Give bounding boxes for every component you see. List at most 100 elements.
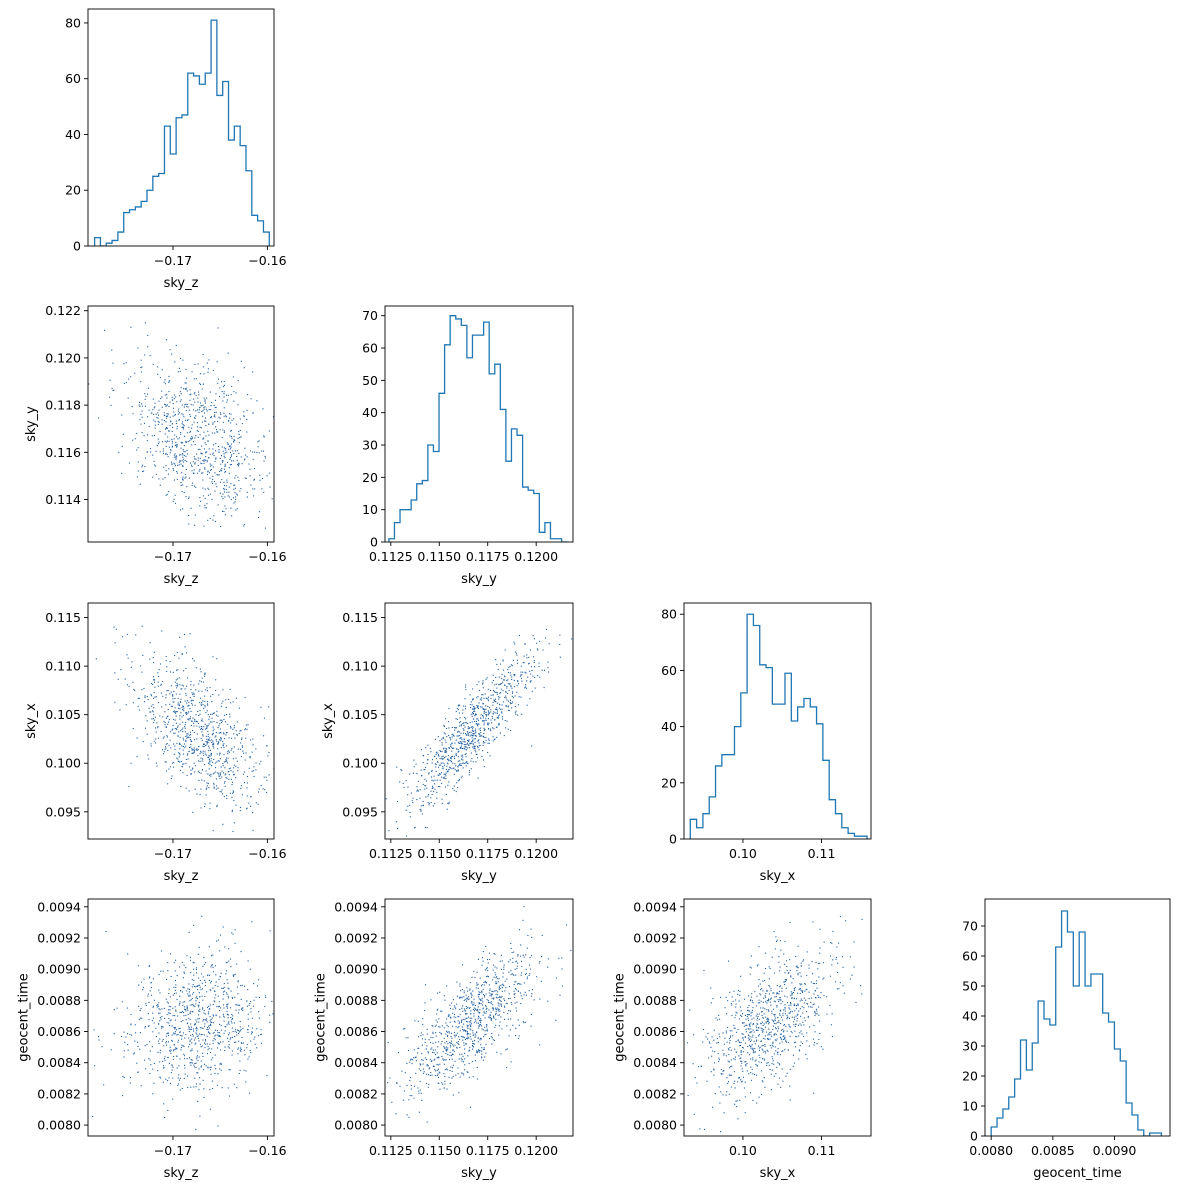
scatter-point xyxy=(480,699,482,701)
scatter-point xyxy=(488,722,490,724)
scatter-point xyxy=(435,770,437,772)
scatter-point xyxy=(215,767,217,769)
scatter-point xyxy=(448,747,450,749)
scatter-point xyxy=(437,785,440,788)
scatter-point xyxy=(152,978,154,980)
scatter-point xyxy=(482,744,484,746)
scatter-point xyxy=(217,939,219,941)
scatter-point xyxy=(417,1020,419,1022)
scatter-point xyxy=(161,406,163,408)
scatter-point xyxy=(242,1007,244,1009)
scatter-point xyxy=(193,485,196,487)
scatter-point xyxy=(475,735,477,737)
scatter-point xyxy=(238,1029,240,1032)
scatter-point xyxy=(510,685,512,687)
scatter-point xyxy=(451,1077,453,1079)
scatter-point xyxy=(144,405,146,407)
scatter-point xyxy=(112,362,114,364)
scatter-point xyxy=(263,435,265,437)
scatter-point xyxy=(181,423,183,425)
scatter-point xyxy=(199,1077,201,1079)
scatter-point xyxy=(468,771,471,773)
scatter-point xyxy=(464,1019,466,1021)
y-axis-label: sky_x xyxy=(321,703,336,739)
scatter-point xyxy=(174,502,177,504)
scatter-point xyxy=(472,712,475,714)
scatter-point xyxy=(152,454,154,456)
scatter-point xyxy=(501,1028,503,1030)
scatter-point xyxy=(194,718,196,720)
scatter-point xyxy=(515,1027,517,1029)
scatter-point xyxy=(173,398,175,400)
scatter-point xyxy=(200,1066,202,1068)
scatter-point xyxy=(514,992,516,995)
scatter-point xyxy=(762,1081,764,1083)
scatter-point xyxy=(762,1045,764,1047)
scatter-point xyxy=(478,1002,480,1004)
scatter-point xyxy=(480,1018,482,1020)
scatter-point xyxy=(217,474,219,476)
scatter-point xyxy=(203,1096,205,1099)
scatter-point xyxy=(245,724,247,726)
scatter-point xyxy=(217,743,219,745)
scatter-point xyxy=(183,425,185,427)
scatter-point xyxy=(183,707,185,709)
scatter-point xyxy=(195,394,197,397)
scatter-point xyxy=(452,767,454,769)
scatter-point xyxy=(418,1068,420,1070)
scatter-point xyxy=(225,449,227,451)
scatter-point xyxy=(507,706,509,708)
scatter-point xyxy=(240,998,242,1000)
scatter-point xyxy=(182,426,185,428)
scatter-point xyxy=(474,732,476,734)
scatter-point xyxy=(464,1052,466,1055)
scatter-point xyxy=(496,978,498,980)
scatter-point xyxy=(738,1018,740,1020)
scatter-point xyxy=(239,1047,242,1049)
y-tick-label: 0.114 xyxy=(45,492,81,507)
scatter-point xyxy=(140,367,142,369)
scatter-point xyxy=(238,1032,240,1034)
scatter-point xyxy=(197,391,200,393)
scatter-point xyxy=(443,732,445,734)
scatter-point xyxy=(432,780,434,782)
scatter-point xyxy=(153,714,155,716)
scatter-point xyxy=(437,1082,439,1084)
scatter-point xyxy=(193,985,195,987)
scatter-point xyxy=(212,452,214,454)
scatter-point xyxy=(446,1035,449,1038)
scatter-point xyxy=(510,1018,512,1020)
scatter-point xyxy=(460,1020,463,1022)
scatter-point xyxy=(435,1041,437,1043)
scatter-point xyxy=(154,427,156,429)
scatter-point xyxy=(527,934,529,937)
scatter-point xyxy=(495,701,497,703)
scatter-point xyxy=(211,464,213,466)
scatter-point xyxy=(160,684,162,686)
y-tick-label: 0.105 xyxy=(342,707,378,722)
scatter-point xyxy=(515,989,517,991)
y-tick-label: 0.0082 xyxy=(334,1086,378,1101)
scatter-point xyxy=(163,751,165,753)
y-axis-label: geocent_time xyxy=(16,973,31,1062)
scatter-point xyxy=(778,1021,780,1023)
scatter-point xyxy=(137,705,139,707)
scatter-point xyxy=(231,932,233,934)
scatter-point xyxy=(253,1038,255,1040)
scatter-point xyxy=(228,778,230,780)
scatter-point xyxy=(178,461,180,463)
hist-bin xyxy=(176,118,182,246)
scatter-point xyxy=(693,1113,695,1115)
scatter-point xyxy=(483,741,485,743)
scatter-point xyxy=(547,966,549,968)
scatter-point xyxy=(154,696,156,698)
scatter-point xyxy=(458,731,460,733)
scatter-point xyxy=(201,452,203,454)
scatter-point xyxy=(153,419,155,421)
scatter-point xyxy=(240,1008,243,1010)
scatter-point xyxy=(820,992,822,994)
scatter-point xyxy=(465,684,467,686)
scatter-point xyxy=(382,1107,383,1108)
scatter-point xyxy=(177,1034,179,1036)
scatter-point xyxy=(162,450,164,452)
